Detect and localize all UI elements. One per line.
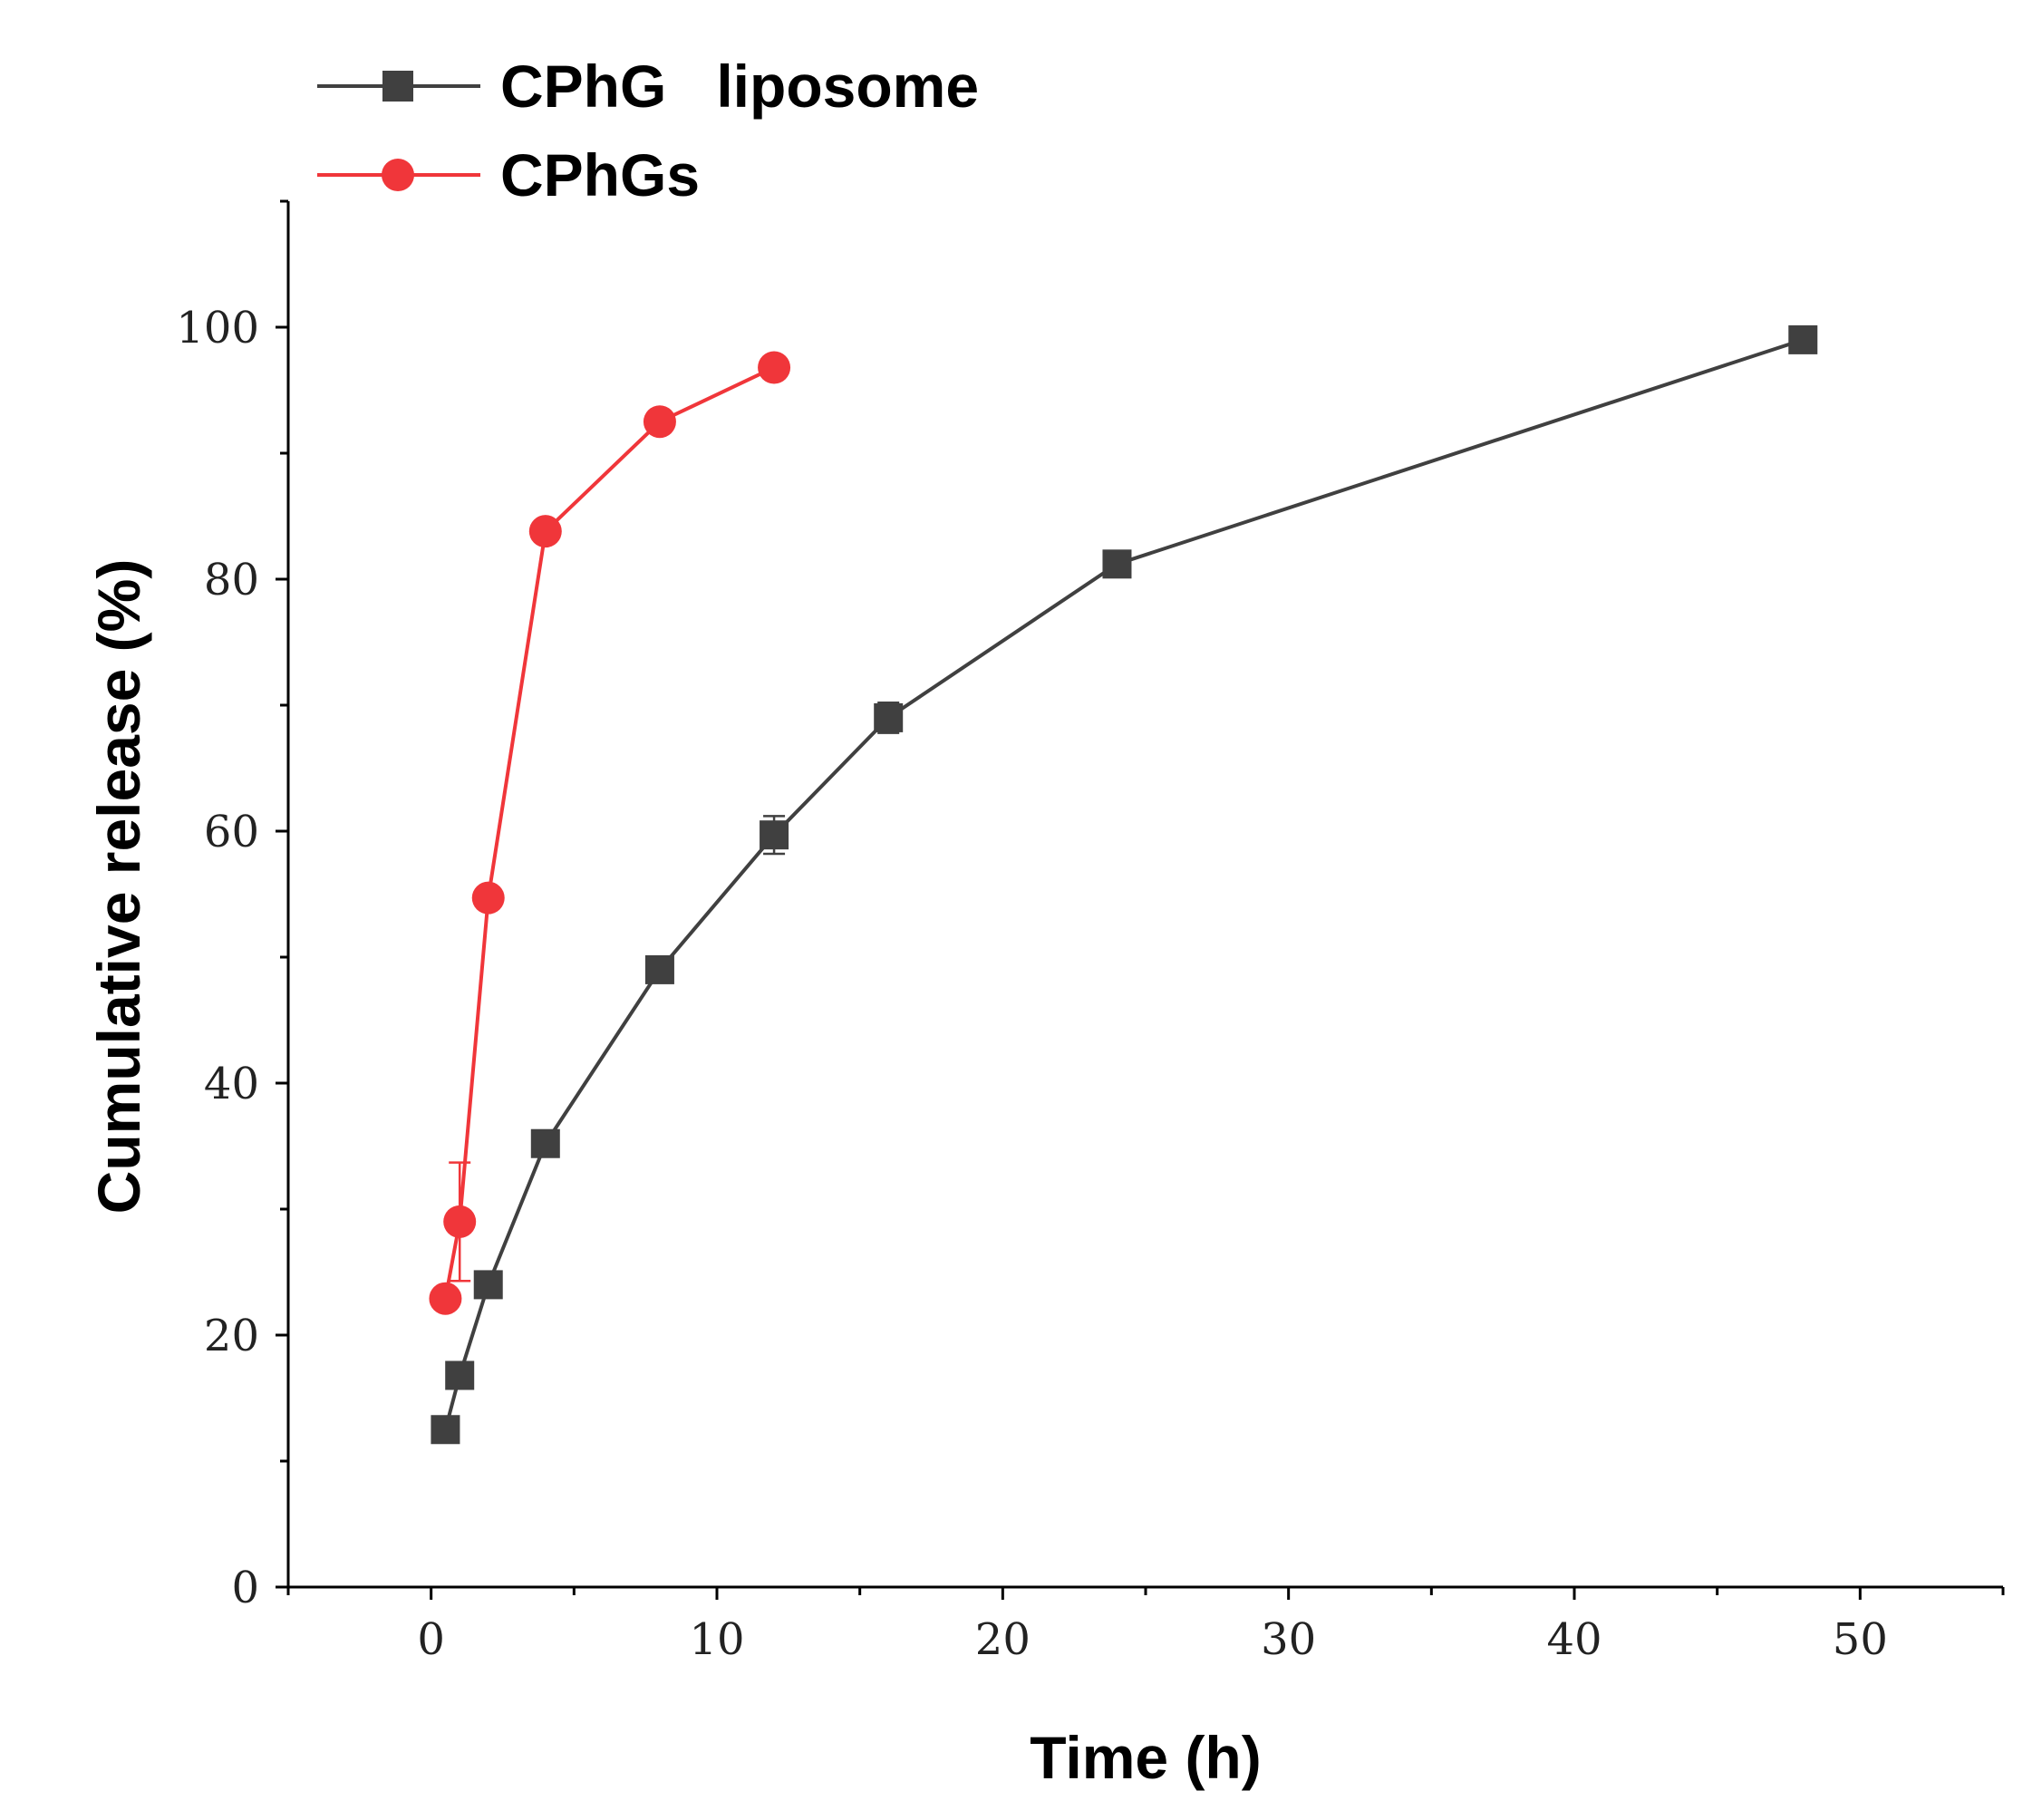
y-axis-title: Cumulative release (%) (85, 559, 152, 1215)
y-tick-label: 40 (204, 1059, 259, 1109)
x-tick-label: 50 (1833, 1614, 1888, 1665)
ticks: 0 10 20 30 40 50 0 20 40 60 80 100 (176, 199, 2005, 1665)
y-tick-label: 0 (231, 1563, 259, 1613)
data-point-liposome (431, 1415, 460, 1445)
legend-label-cphgs: CPhGs (500, 141, 700, 208)
y-tick-label: 80 (204, 555, 259, 605)
legend-entry-liposome: CPhG liposome (317, 53, 979, 120)
data-point-cphgs (429, 1282, 462, 1315)
legend-marker-liposome (382, 71, 413, 102)
data-point-cphgs (471, 881, 505, 915)
x-axis-title: Time (h) (1030, 1724, 1261, 1791)
y-tick-label: 20 (204, 1311, 259, 1361)
data-point-liposome (874, 702, 904, 732)
data-point-liposome (445, 1360, 475, 1390)
axes: 0 10 20 30 40 50 0 20 40 60 80 100 (176, 199, 2005, 1665)
x-tick-label: 0 (417, 1614, 445, 1665)
legend-label-liposome: CPhG liposome (500, 53, 979, 120)
series-liposome (431, 324, 1818, 1445)
data-point-cphgs (643, 405, 676, 439)
data-point-liposome (1102, 549, 1132, 579)
x-tick-label: 30 (1261, 1614, 1316, 1665)
series-layer (429, 324, 1818, 1445)
data-point-liposome (473, 1270, 503, 1300)
data-point-cphgs (758, 351, 791, 384)
series-cphgs (429, 351, 791, 1315)
y-tick-label: 100 (176, 303, 259, 353)
legend-marker-cphgs (382, 159, 414, 191)
data-point-liposome (1788, 324, 1818, 354)
x-tick-label: 20 (975, 1614, 1031, 1665)
data-point-liposome (530, 1128, 560, 1158)
series-line-liposome (443, 337, 1804, 1430)
series-line-cphgs (443, 365, 775, 1300)
x-tick-label: 10 (689, 1614, 744, 1665)
legend-entry-cphgs: CPhGs (317, 141, 700, 208)
data-point-liposome (760, 820, 789, 850)
x-tick-label: 40 (1546, 1614, 1602, 1665)
data-point-cphgs (443, 1205, 477, 1238)
y-tick-label: 60 (204, 807, 259, 857)
data-point-cphgs (528, 515, 562, 548)
data-point-liposome (644, 954, 674, 984)
legend: CPhG liposome CPhGs (317, 53, 979, 208)
